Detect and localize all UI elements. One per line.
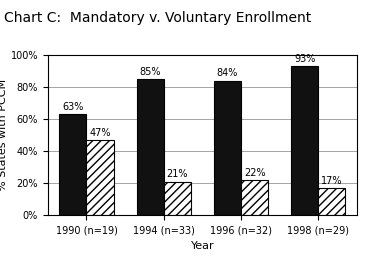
Bar (164, 182, 191, 215)
Text: 21%: 21% (167, 169, 188, 179)
Text: 84%: 84% (217, 68, 238, 78)
Text: 63%: 63% (62, 102, 84, 112)
Text: 22%: 22% (244, 168, 265, 178)
Bar (241, 180, 268, 215)
Bar (60, 115, 86, 215)
Text: Chart C:  Mandatory v. Voluntary Enrollment: Chart C: Mandatory v. Voluntary Enrollme… (4, 11, 311, 25)
Bar (86, 140, 113, 215)
Bar (214, 81, 241, 215)
Y-axis label: % States with PCCM: % States with PCCM (0, 79, 8, 191)
X-axis label: Year: Year (191, 241, 214, 251)
Bar (318, 188, 345, 215)
Text: 17%: 17% (321, 176, 343, 186)
Bar (291, 67, 318, 215)
Bar (137, 79, 164, 215)
Text: 93%: 93% (294, 54, 315, 64)
Text: 85%: 85% (139, 67, 161, 77)
Text: 47%: 47% (89, 128, 111, 138)
